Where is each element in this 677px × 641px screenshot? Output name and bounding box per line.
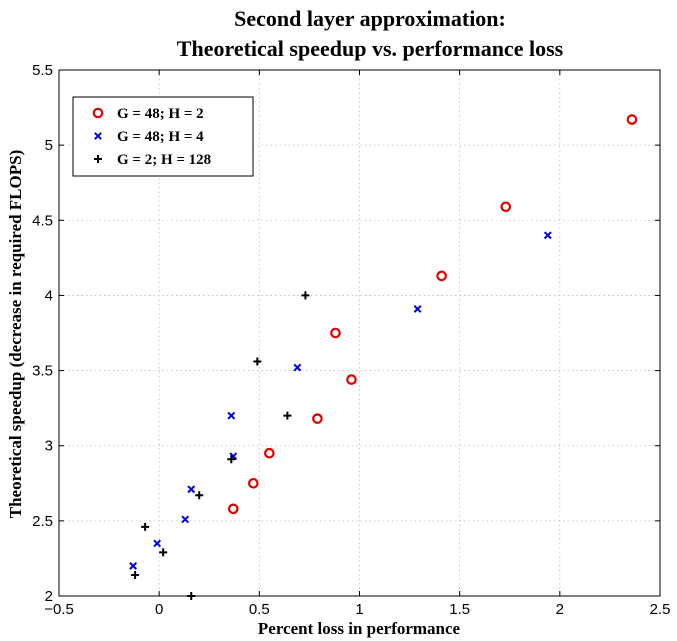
data-point — [543, 231, 552, 240]
data-point — [293, 363, 302, 372]
data-point — [159, 548, 168, 557]
y-tick-label: 3 — [45, 438, 53, 455]
series-2 — [129, 231, 552, 570]
data-point — [253, 357, 262, 366]
legend: G = 48; H = 2 G = 48; H = 4 G = 2; H = 128 — [72, 96, 254, 177]
legend-marker — [94, 132, 102, 140]
data-point — [187, 485, 196, 494]
y-tick-label: 5 — [45, 137, 53, 154]
data-point — [227, 455, 236, 464]
data-point — [330, 327, 341, 339]
y-tick-label: 4 — [45, 287, 53, 304]
data-point — [301, 291, 310, 300]
data-point — [195, 491, 204, 500]
chart-title-line-2: Theoretical speedup vs. performance loss — [177, 36, 564, 61]
x-tick-label: 1 — [355, 601, 363, 618]
data-point — [187, 592, 196, 600]
y-tick-label: 2 — [45, 588, 53, 605]
data-point — [312, 413, 323, 424]
legend-label: G = 48; H = 4 — [117, 129, 204, 145]
y-tick-label: 4.5 — [32, 212, 53, 229]
y-tick-label: 5.5 — [32, 62, 53, 79]
data-point — [129, 562, 138, 570]
x-tick-label: 0 — [155, 601, 163, 618]
series-3 — [131, 291, 310, 600]
legend-label: G = 2; H = 128 — [117, 152, 211, 168]
series-1 — [227, 114, 638, 515]
data-point — [346, 374, 357, 385]
data-point — [153, 539, 162, 548]
data-point — [626, 114, 638, 125]
x-tick-label: 1.5 — [449, 601, 470, 618]
legend-label: G = 48; H = 2 — [117, 106, 204, 122]
data-point — [248, 477, 259, 489]
data-point — [227, 503, 239, 515]
data-point — [264, 447, 275, 459]
data-point — [413, 305, 422, 313]
y-tick-label: 2.5 — [32, 513, 53, 530]
legend-marker — [92, 107, 104, 119]
chart-title-line-1: Second layer approximation: — [234, 6, 506, 31]
data-point — [500, 201, 512, 213]
y-tick-label: 3.5 — [32, 363, 53, 380]
x-tick-label: 0.5 — [249, 601, 270, 618]
data-point — [436, 270, 447, 282]
x-tick-label: 2 — [556, 601, 564, 618]
data-point — [131, 570, 140, 579]
axis-ticks: −0.5 0 0.5 1 1.5 2 2.5 2 2.5 3 3.5 4 4.5 5 5.5 — [32, 62, 670, 618]
data-point — [227, 411, 236, 420]
x-axis-label: Percent loss in performance — [258, 619, 461, 638]
legend-marker — [94, 155, 102, 163]
data-points — [129, 114, 638, 600]
x-tick-label: −0.5 — [44, 601, 74, 618]
x-tick-label: 2.5 — [650, 601, 671, 618]
y-axis-label: Theoretical speedup (decrease in require… — [6, 150, 25, 518]
legend-box — [72, 96, 254, 177]
data-point — [141, 522, 150, 531]
data-point — [283, 411, 292, 420]
data-point — [181, 515, 190, 524]
